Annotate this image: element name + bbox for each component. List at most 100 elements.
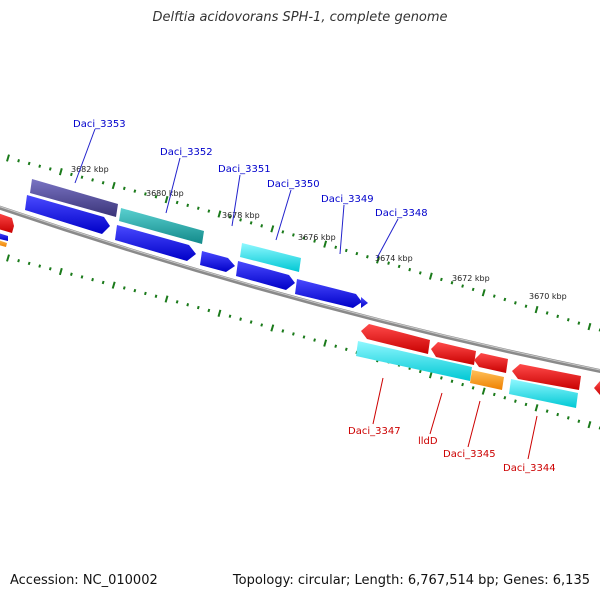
major-tick bbox=[58, 168, 63, 176]
label-daci-3352[interactable]: Daci_3352 bbox=[160, 147, 213, 158]
gene-arrow-edge-orange bbox=[0, 240, 7, 247]
scale-ticks bbox=[6, 154, 600, 430]
major-tick bbox=[481, 289, 486, 297]
gene-arrow-fwd-1[interactable] bbox=[25, 195, 110, 234]
minor-tick bbox=[440, 277, 443, 282]
genome-summary-text: Topology: circular; Length: 6,767,514 bp… bbox=[232, 573, 590, 588]
major-tick bbox=[587, 421, 592, 429]
leader-daci-3345 bbox=[467, 400, 481, 448]
minor-tick bbox=[260, 323, 264, 327]
minor-tick bbox=[418, 271, 422, 275]
major-tick bbox=[217, 210, 222, 218]
gene-arrow-rev-2[interactable] bbox=[431, 342, 476, 365]
minor-tick bbox=[196, 206, 200, 210]
minor-tick bbox=[27, 161, 31, 166]
gene-arrow-fwd-3[interactable] bbox=[200, 251, 235, 272]
minor-tick bbox=[566, 416, 570, 420]
minor-tick bbox=[186, 203, 190, 208]
minor-tick bbox=[122, 186, 126, 191]
forward-gene-leaders bbox=[74, 128, 399, 259]
minor-tick bbox=[366, 255, 369, 259]
gene-daci-3353[interactable] bbox=[30, 179, 118, 217]
minor-tick bbox=[292, 233, 295, 237]
major-tick bbox=[481, 387, 486, 395]
minor-tick bbox=[461, 382, 464, 387]
minor-tick bbox=[334, 245, 338, 249]
minor-tick bbox=[355, 251, 359, 256]
minor-tick bbox=[38, 264, 42, 268]
scale-label: 3682 kbp bbox=[71, 165, 109, 174]
minor-tick bbox=[292, 332, 295, 336]
minor-tick bbox=[80, 275, 84, 279]
major-tick bbox=[164, 195, 169, 204]
minor-tick bbox=[122, 286, 126, 290]
scale-label: 3680 kbp bbox=[146, 189, 184, 198]
label-daci-3348[interactable]: Daci_3348 bbox=[375, 208, 428, 219]
forward-gene-labels: Daci_3353 Daci_3352 Daci_3351 Daci_3350 … bbox=[73, 119, 428, 219]
gene-arrow-rev-5[interactable] bbox=[594, 381, 600, 396]
major-tick bbox=[270, 324, 275, 332]
minor-tick bbox=[418, 369, 422, 374]
minor-tick bbox=[334, 344, 338, 348]
minor-tick bbox=[70, 272, 73, 276]
gene-daci-3347[interactable] bbox=[356, 341, 472, 381]
major-tick bbox=[270, 225, 275, 233]
minor-tick bbox=[154, 294, 158, 298]
minor-tick bbox=[450, 281, 454, 285]
major-tick bbox=[164, 295, 169, 303]
minor-tick bbox=[302, 335, 306, 339]
gene-arrow-fwd-6[interactable] bbox=[361, 297, 368, 308]
reverse-gene-leaders bbox=[372, 377, 538, 460]
minor-tick bbox=[144, 192, 147, 196]
minor-tick bbox=[545, 311, 549, 315]
major-tick bbox=[323, 240, 328, 248]
minor-tick bbox=[556, 412, 560, 417]
label-daci-3351[interactable]: Daci_3351 bbox=[218, 164, 271, 175]
leader-daci-3350 bbox=[275, 189, 292, 241]
gene-daci-3350[interactable] bbox=[240, 243, 301, 272]
gene-arrow-rev-1[interactable] bbox=[361, 324, 430, 354]
gene-arrow-fwd-2[interactable] bbox=[115, 225, 196, 261]
minor-tick bbox=[228, 215, 232, 219]
gene-daci-3352[interactable] bbox=[119, 208, 204, 244]
major-tick bbox=[376, 256, 380, 264]
minor-tick bbox=[514, 301, 517, 305]
gene-arrow-fwd-4[interactable] bbox=[236, 261, 295, 290]
major-tick bbox=[6, 254, 10, 262]
minor-tick bbox=[260, 224, 264, 228]
minor-tick bbox=[387, 261, 390, 265]
minor-tick bbox=[577, 321, 581, 325]
minor-tick bbox=[38, 164, 42, 168]
label-daci-3347[interactable]: Daci_3347 bbox=[348, 426, 401, 437]
minor-tick bbox=[281, 230, 285, 234]
minor-tick bbox=[196, 305, 200, 310]
major-tick bbox=[111, 181, 116, 190]
minor-tick bbox=[207, 209, 211, 213]
gene-arrow-fwd-5[interactable] bbox=[295, 279, 362, 308]
scale-label: 3678 kbp bbox=[222, 211, 260, 220]
label-daci-3345[interactable]: Daci_3345 bbox=[443, 449, 496, 460]
minor-tick bbox=[91, 277, 94, 282]
label-daci-3349[interactable]: Daci_3349 bbox=[321, 194, 374, 205]
label-lldd[interactable]: lldD bbox=[418, 436, 438, 447]
gene-daci-3344[interactable] bbox=[509, 379, 578, 408]
minor-tick bbox=[101, 181, 105, 185]
leader-daci-3353 bbox=[74, 128, 96, 184]
leader-daci-3348 bbox=[376, 218, 399, 259]
gene-arrow-rev-3[interactable] bbox=[474, 353, 508, 373]
minor-tick bbox=[545, 409, 549, 413]
leader-daci-3349 bbox=[339, 204, 345, 255]
minor-tick bbox=[175, 300, 179, 304]
label-daci-3344[interactable]: Daci_3344 bbox=[503, 463, 556, 474]
major-tick bbox=[111, 281, 116, 289]
major-tick bbox=[217, 309, 222, 317]
gene-lldd[interactable] bbox=[470, 370, 504, 390]
minor-tick bbox=[175, 200, 179, 205]
gene-arrow-rev-4[interactable] bbox=[512, 364, 581, 390]
minor-tick bbox=[492, 392, 496, 397]
label-daci-3350[interactable]: Daci_3350 bbox=[267, 179, 320, 190]
minor-tick bbox=[70, 172, 73, 177]
minor-tick bbox=[344, 347, 348, 351]
minor-tick bbox=[228, 314, 232, 318]
label-daci-3353[interactable]: Daci_3353 bbox=[73, 119, 126, 130]
